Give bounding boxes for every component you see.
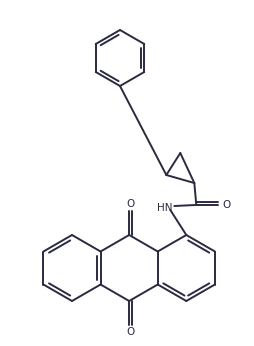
Text: O: O xyxy=(126,199,134,209)
Text: HN: HN xyxy=(156,203,172,213)
Text: O: O xyxy=(126,327,134,337)
Text: O: O xyxy=(222,200,230,210)
